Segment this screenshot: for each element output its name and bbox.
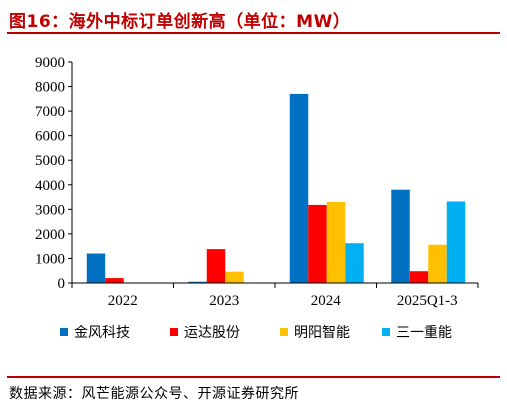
x-tick-label: 2022 <box>108 293 138 309</box>
legend-swatch-1 <box>170 328 178 336</box>
figure-title: 图16：海外中标订单创新高（单位：MW） <box>9 12 351 32</box>
bar-2024-明阳智能 <box>326 201 346 283</box>
bar-2024-运达股份 <box>308 204 327 283</box>
legend-label-3: 三一重能 <box>396 325 452 341</box>
legend-swatch-0 <box>60 328 68 336</box>
bar-2022-运达股份 <box>105 278 124 283</box>
y-tick-label: 1000 <box>35 251 65 267</box>
legend-label-1: 运达股份 <box>184 325 240 341</box>
bar-2024-金风科技 <box>289 93 309 283</box>
y-tick-label: 9000 <box>35 55 65 71</box>
y-tick-label: 4000 <box>35 178 65 194</box>
bar-chart: 0 1000 2000 3000 4000 5000 6000 7000 8000 9000 20… <box>35 55 479 341</box>
x-tick-label: 2024 <box>311 293 342 309</box>
x-tick-label: 2025Q1-3 <box>397 293 458 309</box>
legend-swatch-3 <box>382 328 390 336</box>
x-axis: 2022 2023 2024 2025Q1-3 <box>71 282 479 309</box>
bar-2023-明阳智能 <box>225 271 244 283</box>
bar-2025Q1-3-金风科技 <box>391 189 410 283</box>
source-bar: 数据来源：风芒能源公众号、开源证券研究所 <box>7 376 500 406</box>
bar-2025Q1-3-运达股份 <box>409 271 429 283</box>
bar-2023-运达股份 <box>206 249 226 283</box>
y-tick-label: 5000 <box>35 153 65 169</box>
y-tick-label: 6000 <box>35 129 65 145</box>
y-tick-label: 2000 <box>35 227 65 243</box>
bar-2022-金风科技 <box>86 253 106 283</box>
legend-label-0: 金风科技 <box>74 325 130 341</box>
bar-2025Q1-3-明阳智能 <box>428 244 447 283</box>
figure-title-bar: 图16：海外中标订单创新高（单位：MW） <box>7 4 500 34</box>
legend-swatch-2 <box>280 328 288 336</box>
y-tick-label: 7000 <box>35 104 65 120</box>
bar-2025Q1-3-三一重能 <box>446 201 466 283</box>
bar-2023-金风科技 <box>188 281 207 283</box>
y-tick-label: 0 <box>58 276 66 292</box>
bars <box>86 93 466 283</box>
source-note: 数据来源：风芒能源公众号、开源证券研究所 <box>9 386 299 402</box>
x-tick-label: 2023 <box>209 293 239 309</box>
y-tick-label: 3000 <box>35 202 65 218</box>
bar-2024-三一重能 <box>345 243 364 283</box>
legend: 金风科技 运达股份 明阳智能 三一重能 <box>60 325 452 341</box>
y-tick-label: 8000 <box>35 80 65 96</box>
y-axis: 0 1000 2000 3000 4000 5000 6000 7000 8000 9000 <box>35 55 73 292</box>
legend-label-2: 明阳智能 <box>294 325 350 341</box>
